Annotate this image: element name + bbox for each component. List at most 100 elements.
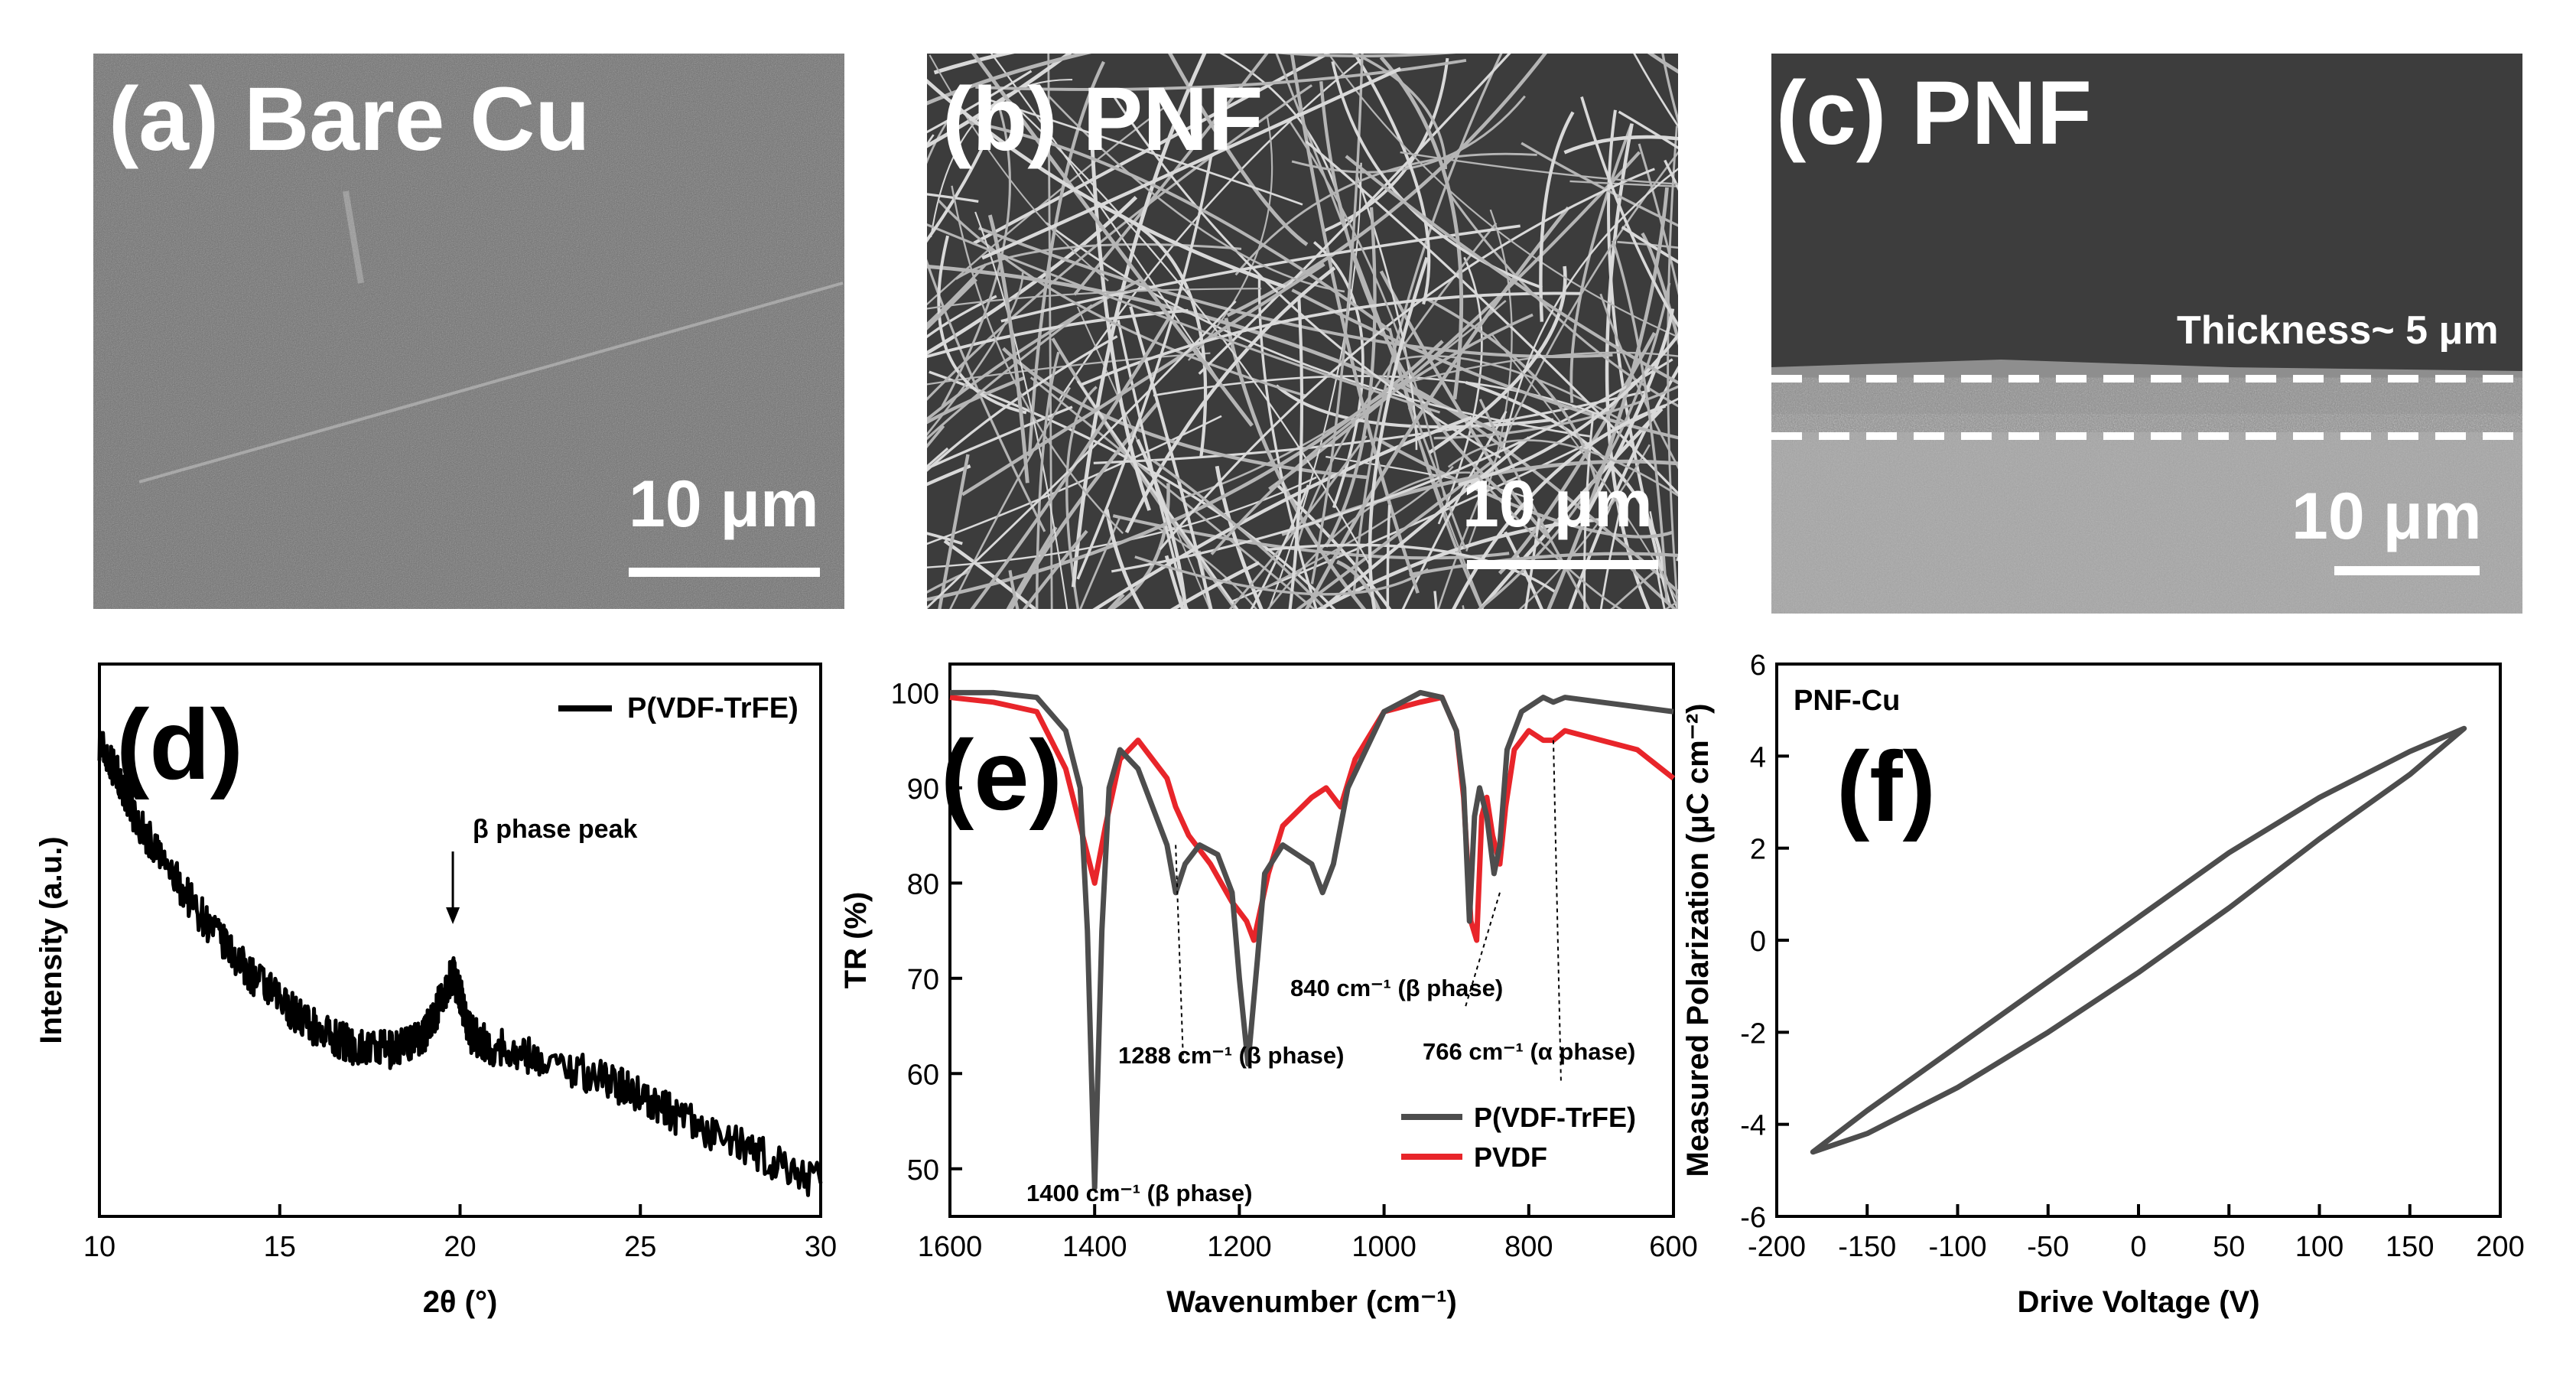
fiber <box>927 263 987 327</box>
fiber <box>1599 511 1621 609</box>
x-tick-label: 1400 <box>1062 1231 1127 1263</box>
x-tick-label: 200 <box>2476 1231 2524 1263</box>
fiber <box>1447 439 1678 497</box>
panel-b-scale-bar <box>1467 560 1658 569</box>
fiber <box>1400 151 1678 185</box>
annotation-leader <box>1552 740 1562 1083</box>
x-tick-label: -150 <box>1838 1231 1896 1263</box>
panel-a-scale-bar <box>629 568 820 577</box>
fiber <box>927 78 1286 289</box>
legend-label: P(VDF-TrFE) <box>627 692 798 724</box>
fiber <box>1580 308 1675 523</box>
y-axis-title: Measured Polarization (μC cm⁻²) <box>1681 703 1715 1177</box>
y-axis-title: TR (%) <box>839 892 873 989</box>
fiber-network <box>927 54 1678 609</box>
x-axis-title: Drive Voltage (V) <box>2017 1285 2259 1319</box>
fiber <box>1472 470 1623 609</box>
x-tick-label: 800 <box>1504 1231 1553 1263</box>
fiber <box>1152 459 1328 609</box>
y-tick-label: 90 <box>907 773 939 806</box>
series-line <box>97 730 823 1197</box>
fiber <box>1228 435 1368 609</box>
fiber <box>1264 543 1556 594</box>
fiber <box>930 79 1073 238</box>
fiber <box>929 54 1109 282</box>
fiber <box>1379 270 1550 539</box>
panel-c-scale-text: 10 μm <box>2291 480 2482 553</box>
sem-image-bare-cu: (a) Bare Cu 10 μm <box>93 54 844 609</box>
y-tick-label: 0 <box>1750 926 1766 958</box>
fiber <box>1569 180 1678 187</box>
panel-c-label: (c) PNF <box>1776 63 2092 164</box>
fiber <box>987 214 1029 483</box>
fiber <box>927 288 1262 310</box>
y-tick-label: -6 <box>1740 1202 1766 1234</box>
fiber <box>927 98 964 164</box>
fiber <box>970 316 1171 609</box>
fiber <box>937 235 1027 415</box>
peak-annotation: 1400 cm⁻¹ (β phase) <box>1026 1180 1252 1206</box>
y-tick-label: 70 <box>907 964 939 996</box>
fiber <box>1563 135 1678 155</box>
annotation-leader <box>1175 845 1185 1064</box>
fiber <box>1638 143 1678 296</box>
x-axis-title: 2θ (°) <box>423 1285 498 1319</box>
fiber <box>1210 313 1534 555</box>
fiber <box>927 300 1237 609</box>
fiber <box>1667 125 1678 609</box>
series-line <box>950 689 1674 1191</box>
fiber <box>927 106 1166 306</box>
peak-annotation: 766 cm⁻¹ (α phase) <box>1423 1038 1635 1065</box>
fiber <box>1465 209 1513 552</box>
x-tick-label: 30 <box>805 1231 837 1263</box>
fiber <box>1521 142 1678 227</box>
fiber <box>975 58 1467 91</box>
fiber <box>1153 375 1599 415</box>
fiber <box>1234 152 1537 276</box>
fiber <box>1157 527 1257 609</box>
y-tick-label: 6 <box>1750 650 1766 682</box>
fiber <box>1304 206 1570 609</box>
fiber <box>927 272 1024 436</box>
x-tick-label: 25 <box>624 1231 656 1263</box>
y-tick-label: 80 <box>907 868 939 900</box>
fiber <box>1275 384 1554 429</box>
x-tick-label: 1600 <box>918 1231 983 1263</box>
fiber <box>969 120 1391 332</box>
sem-image-pnf-cross-section: (c) PNF Thickness~ 5 μm 10 μm <box>1771 54 2522 614</box>
fiber <box>1305 140 1678 496</box>
fiber <box>1310 54 1364 584</box>
fiber <box>1268 162 1362 609</box>
fiber <box>1048 96 1345 293</box>
fiber <box>978 96 1303 206</box>
x-tick-label: -200 <box>1748 1231 1806 1263</box>
fiber <box>1076 380 1239 609</box>
y-tick-label: -4 <box>1740 1110 1766 1142</box>
chart-f: -200 -150 -100 -50 0 50 100 150 200 -6 -4 -2 0 2 4 6 PNF… <box>1681 650 2525 1319</box>
plot-frame-e <box>948 663 1675 1218</box>
x-tick-label: -100 <box>1928 1231 1986 1263</box>
fiber <box>1661 54 1678 125</box>
fiber <box>1583 413 1595 609</box>
x-tick-label: 50 <box>2213 1231 2245 1263</box>
y-tick-label: 4 <box>1750 741 1766 773</box>
panel-e-label: (e) <box>941 719 1062 831</box>
fiber <box>1117 320 1189 609</box>
fiber <box>1504 531 1543 609</box>
fiber <box>1009 401 1160 609</box>
annotation-beta-peak: β phase peak <box>473 815 637 844</box>
fiber <box>927 54 1092 106</box>
legend-label: PVDF <box>1474 1141 1547 1173</box>
fiber <box>974 211 1068 609</box>
y-tick-label: 60 <box>907 1059 939 1091</box>
fiber <box>1104 509 1144 609</box>
fiber <box>1452 404 1667 609</box>
fiber <box>1379 56 1464 400</box>
x-tick-label: 150 <box>2386 1231 2434 1263</box>
y-tick-label: 50 <box>907 1154 939 1187</box>
legend-label: P(VDF-TrFE) <box>1474 1102 1636 1133</box>
arrow-head <box>446 907 460 924</box>
fiber <box>1093 389 1651 464</box>
fiber <box>1076 306 1211 609</box>
fiber <box>1290 122 1446 497</box>
